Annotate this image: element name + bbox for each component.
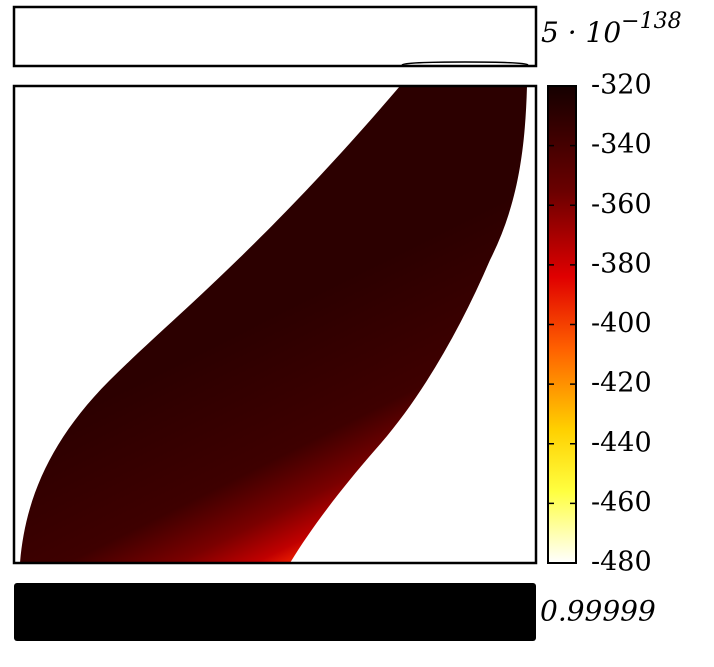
colorbar-tick-label: -460 bbox=[591, 487, 652, 518]
colorbar-tick-label: -400 bbox=[591, 308, 652, 339]
colorbar-tick-label: -420 bbox=[591, 368, 652, 399]
colorbar-tick-label: -480 bbox=[591, 547, 652, 578]
heatmap-panel bbox=[12, 84, 538, 565]
colorbar-tick-label: -320 bbox=[591, 70, 652, 101]
top-label-base: 5 · 10 bbox=[541, 16, 621, 49]
colorbar-tick-label: -360 bbox=[591, 189, 652, 220]
top-label: 5 · 10−138 bbox=[541, 9, 682, 49]
colorbar-tick-label: -340 bbox=[591, 129, 652, 160]
top-label-exponent: −138 bbox=[621, 9, 681, 34]
top-panel bbox=[12, 5, 538, 68]
colorbar-tick-label: -380 bbox=[591, 248, 652, 279]
bottom-panel bbox=[14, 583, 536, 641]
heatmap-field bbox=[20, 87, 527, 562]
bottom-label: 0.99999 bbox=[540, 595, 656, 628]
colorbar-tick-label: -440 bbox=[591, 427, 652, 458]
